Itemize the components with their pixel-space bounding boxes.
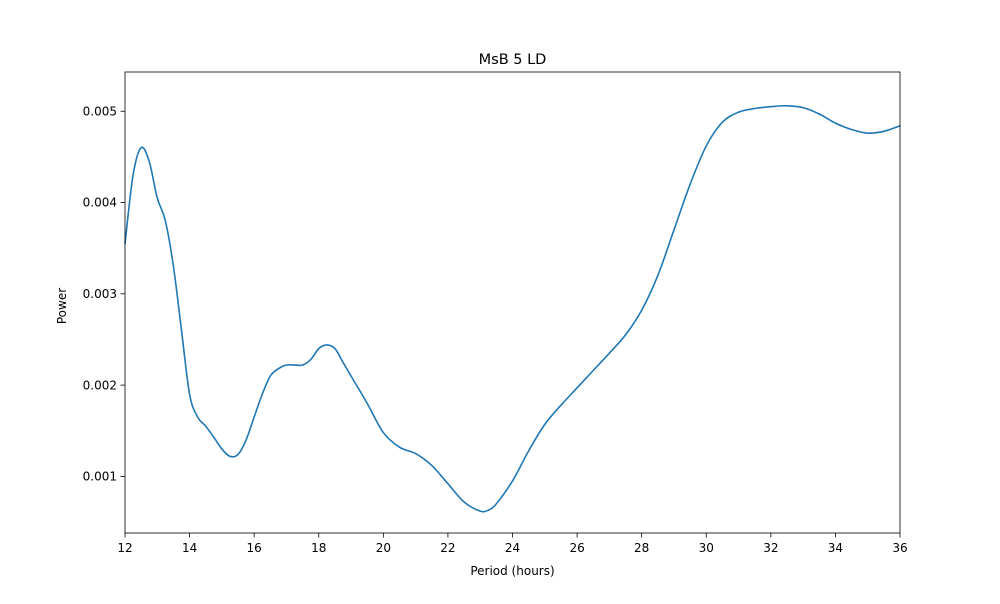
y-tick-label: 0.001 [83,470,117,484]
x-tick-label: 16 [247,541,262,555]
x-tick-label: 14 [182,541,197,555]
plot-area-frame [124,71,901,534]
x-tick-label: 24 [505,541,520,555]
y-tick-label: 0.005 [83,104,117,118]
x-tick-label: 22 [440,541,455,555]
x-tick-label: 30 [699,541,714,555]
x-tick-label: 20 [376,541,391,555]
x-tick-label: 32 [763,541,778,555]
x-axis-label: Period (hours) [470,564,554,578]
y-axis: 0.001 0.002 0.003 0.004 0.005 [83,104,125,484]
x-axis: 12 14 16 18 20 22 24 26 28 30 32 34 36 [117,533,908,555]
x-tick-label: 36 [892,541,907,555]
x-tick-label: 28 [634,541,649,555]
x-tick-label: 18 [311,541,326,555]
y-tick-label: 0.003 [83,287,117,301]
y-axis-label: Power [55,288,69,324]
series-line-0 [124,104,901,513]
y-tick-label: 0.002 [83,378,117,392]
x-tick-label: 34 [828,541,843,555]
y-tick-label: 0.004 [83,196,117,210]
chart-title: MsB 5 LD [479,52,547,68]
x-tick-label: 12 [117,541,132,555]
x-tick-label: 26 [569,541,584,555]
series-layer [124,104,901,513]
